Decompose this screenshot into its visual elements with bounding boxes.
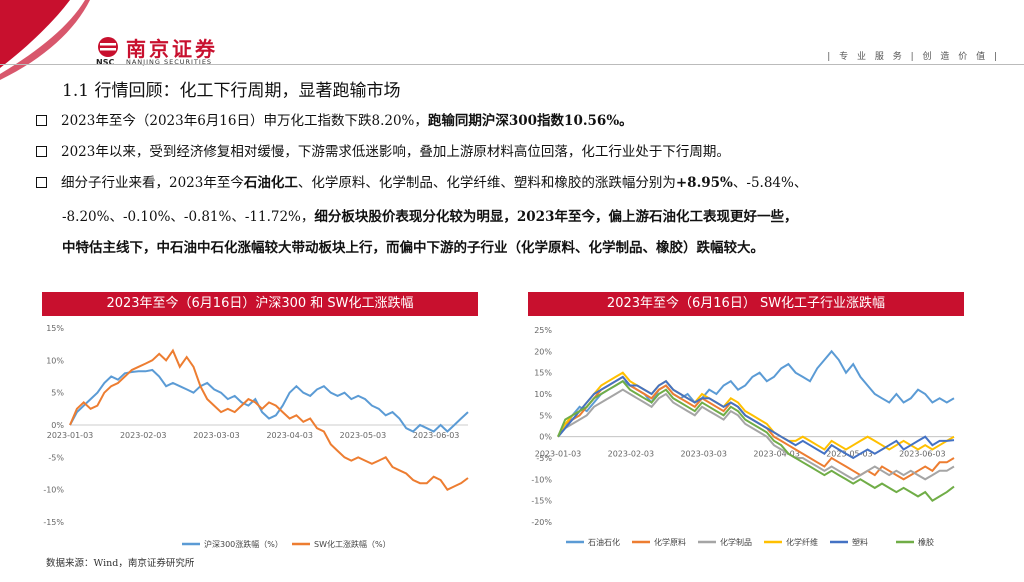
x-tick-label: 2023-02-03 bbox=[120, 431, 167, 440]
legend-label: 塑料 bbox=[852, 537, 868, 547]
y-tick-label: -15% bbox=[531, 497, 552, 506]
series-line bbox=[557, 371, 955, 451]
series-line bbox=[557, 379, 955, 502]
bullet-2: 2023年以来，受到经济修复相对缓慢，下游需求低迷影响，叠加上游原材料高位回落，… bbox=[36, 143, 730, 161]
checkbox-icon bbox=[36, 115, 47, 126]
x-tick-label: 2023-06-03 bbox=[413, 431, 460, 440]
legend-label: SW化工涨跌幅（%） bbox=[314, 539, 391, 549]
bullet-3: 细分子行业来看，2023年至今石油化工、化学原料、化学制品、化学纤维、塑料和橡胶… bbox=[36, 174, 807, 192]
bullet-3-line-3: 中特估主线下，中石油中石化涨幅较大带动板块上行，而偏中下游的子行业（化学原料、化… bbox=[62, 240, 764, 256]
bullet-1: 2023年至今（2023年6月16日）申万化工指数下跌8.20%，跑输同期沪深3… bbox=[36, 112, 633, 130]
x-tick-label: 2023-04-03 bbox=[266, 431, 313, 440]
x-tick-label: 2023-01-03 bbox=[535, 450, 582, 459]
slogan: | 专 业 服 务 | 创 造 价 值 | bbox=[827, 52, 1000, 62]
y-tick-label: -10% bbox=[531, 475, 552, 484]
bullet-text-bold: 石油化工 bbox=[243, 175, 298, 191]
y-tick-label: 0% bbox=[539, 433, 552, 442]
y-tick-label: 20% bbox=[534, 347, 552, 356]
checkbox-icon bbox=[36, 177, 47, 188]
y-tick-label: -5% bbox=[48, 453, 64, 462]
x-tick-label: 2023-05-03 bbox=[340, 431, 387, 440]
legend-label: 橡胶 bbox=[918, 537, 934, 547]
y-tick-label: 10% bbox=[534, 390, 552, 399]
corner-swoosh bbox=[0, 0, 90, 80]
checkbox-icon bbox=[36, 146, 47, 157]
chart-1-title: 2023年至今（6月16日）沪深300 和 SW化工涨跌幅 bbox=[42, 292, 478, 316]
y-tick-label: -15% bbox=[43, 518, 64, 527]
bullet-text-bold: 细分板块股价表现分化较为明显，2023年至今，偏上游石油化工表现更好一些， bbox=[314, 209, 798, 225]
x-tick-label: 2023-06-03 bbox=[899, 450, 946, 459]
chart-2-plot: 25% 20% 15% 10% 5% 0% -5% -10% -15% -20% 2023-01-0… bbox=[531, 326, 955, 547]
chart-2-title: 2023年至今（6月16日） SW化工子行业涨跌幅 bbox=[528, 292, 964, 316]
bullet-text: 、化学原料、化学制品、化学纤维、塑料和橡胶的涨跌幅分别为 bbox=[297, 175, 676, 191]
chart-1: 2023年至今（6月16日）沪深300 和 SW化工涨跌幅 15% 10% 5% 0%… bbox=[42, 292, 478, 580]
y-tick-label: -20% bbox=[531, 518, 552, 527]
bullet-text-bold: 跑输同期沪深300指数10.56%。 bbox=[427, 113, 633, 129]
bullet-text: -8.20%、-0.10%、-0.81%、-11.72%， bbox=[62, 209, 315, 225]
y-tick-label: 10% bbox=[46, 356, 64, 365]
header-divider bbox=[0, 64, 1024, 65]
series-line bbox=[69, 368, 469, 433]
x-tick-label: 2023-02-03 bbox=[608, 450, 655, 459]
bullet-text: 2023年至今（2023年6月16日）申万化工指数下跌8.20%， bbox=[61, 113, 428, 129]
legend-label: 沪深300涨跌幅（%） bbox=[204, 539, 283, 549]
brand-name: 南京证券 bbox=[126, 37, 218, 61]
page-title: 1.1 行情回顾：化工下行周期，显著跑输市场 bbox=[62, 81, 401, 101]
y-tick-label: 25% bbox=[534, 326, 552, 335]
y-tick-label: -5% bbox=[536, 454, 552, 463]
legend-label: 化学原料 bbox=[654, 537, 686, 547]
chart-1-plot: 15% 10% 5% 0% -5% -10% -15% 2023-01-03 2023-02-0… bbox=[43, 324, 469, 549]
series-line bbox=[69, 348, 469, 491]
legend-label: 石油石化 bbox=[588, 537, 620, 547]
y-tick-label: 15% bbox=[46, 324, 64, 333]
brand-name-en: NANJING SECURITIES bbox=[126, 58, 213, 66]
x-tick-label: 2023-01-03 bbox=[47, 431, 94, 440]
data-source: 数据来源：Wind，南京证券研究所 bbox=[46, 558, 195, 569]
nsc-logo-icon bbox=[98, 37, 118, 57]
y-tick-label: 0% bbox=[51, 421, 64, 430]
x-tick-label: 2023-03-03 bbox=[680, 450, 727, 459]
series-line bbox=[557, 375, 955, 460]
bullet-text-bold: +8.95% bbox=[675, 175, 733, 191]
series-line bbox=[557, 388, 955, 481]
bullet-3-line-2: -8.20%、-0.10%、-0.81%、-11.72%，细分板块股价表现分化较… bbox=[62, 205, 797, 225]
x-tick-label: 2023-05-03 bbox=[826, 450, 873, 459]
y-tick-label: 5% bbox=[51, 389, 64, 398]
legend-label: 化学制品 bbox=[720, 537, 752, 547]
x-tick-label: 2023-04-03 bbox=[753, 450, 800, 459]
bullet-text: 、-5.84%、 bbox=[732, 175, 808, 191]
y-tick-label: 5% bbox=[539, 411, 552, 420]
x-tick-label: 2023-03-03 bbox=[193, 431, 240, 440]
legend-label: 化学纤维 bbox=[786, 537, 818, 547]
bullet-text: 细分子行业来看，2023年至今 bbox=[61, 175, 244, 191]
y-tick-label: 15% bbox=[534, 369, 552, 378]
brand-abbr: NSC bbox=[96, 58, 115, 67]
y-tick-label: -10% bbox=[43, 486, 64, 495]
bullet-text: 2023年以来，受到经济修复相对缓慢，下游需求低迷影响，叠加上游原材料高位回落，… bbox=[61, 144, 730, 160]
chart-2: 2023年至今（6月16日） SW化工子行业涨跌幅 25% 20% 15% 10% 5%… bbox=[528, 292, 964, 582]
